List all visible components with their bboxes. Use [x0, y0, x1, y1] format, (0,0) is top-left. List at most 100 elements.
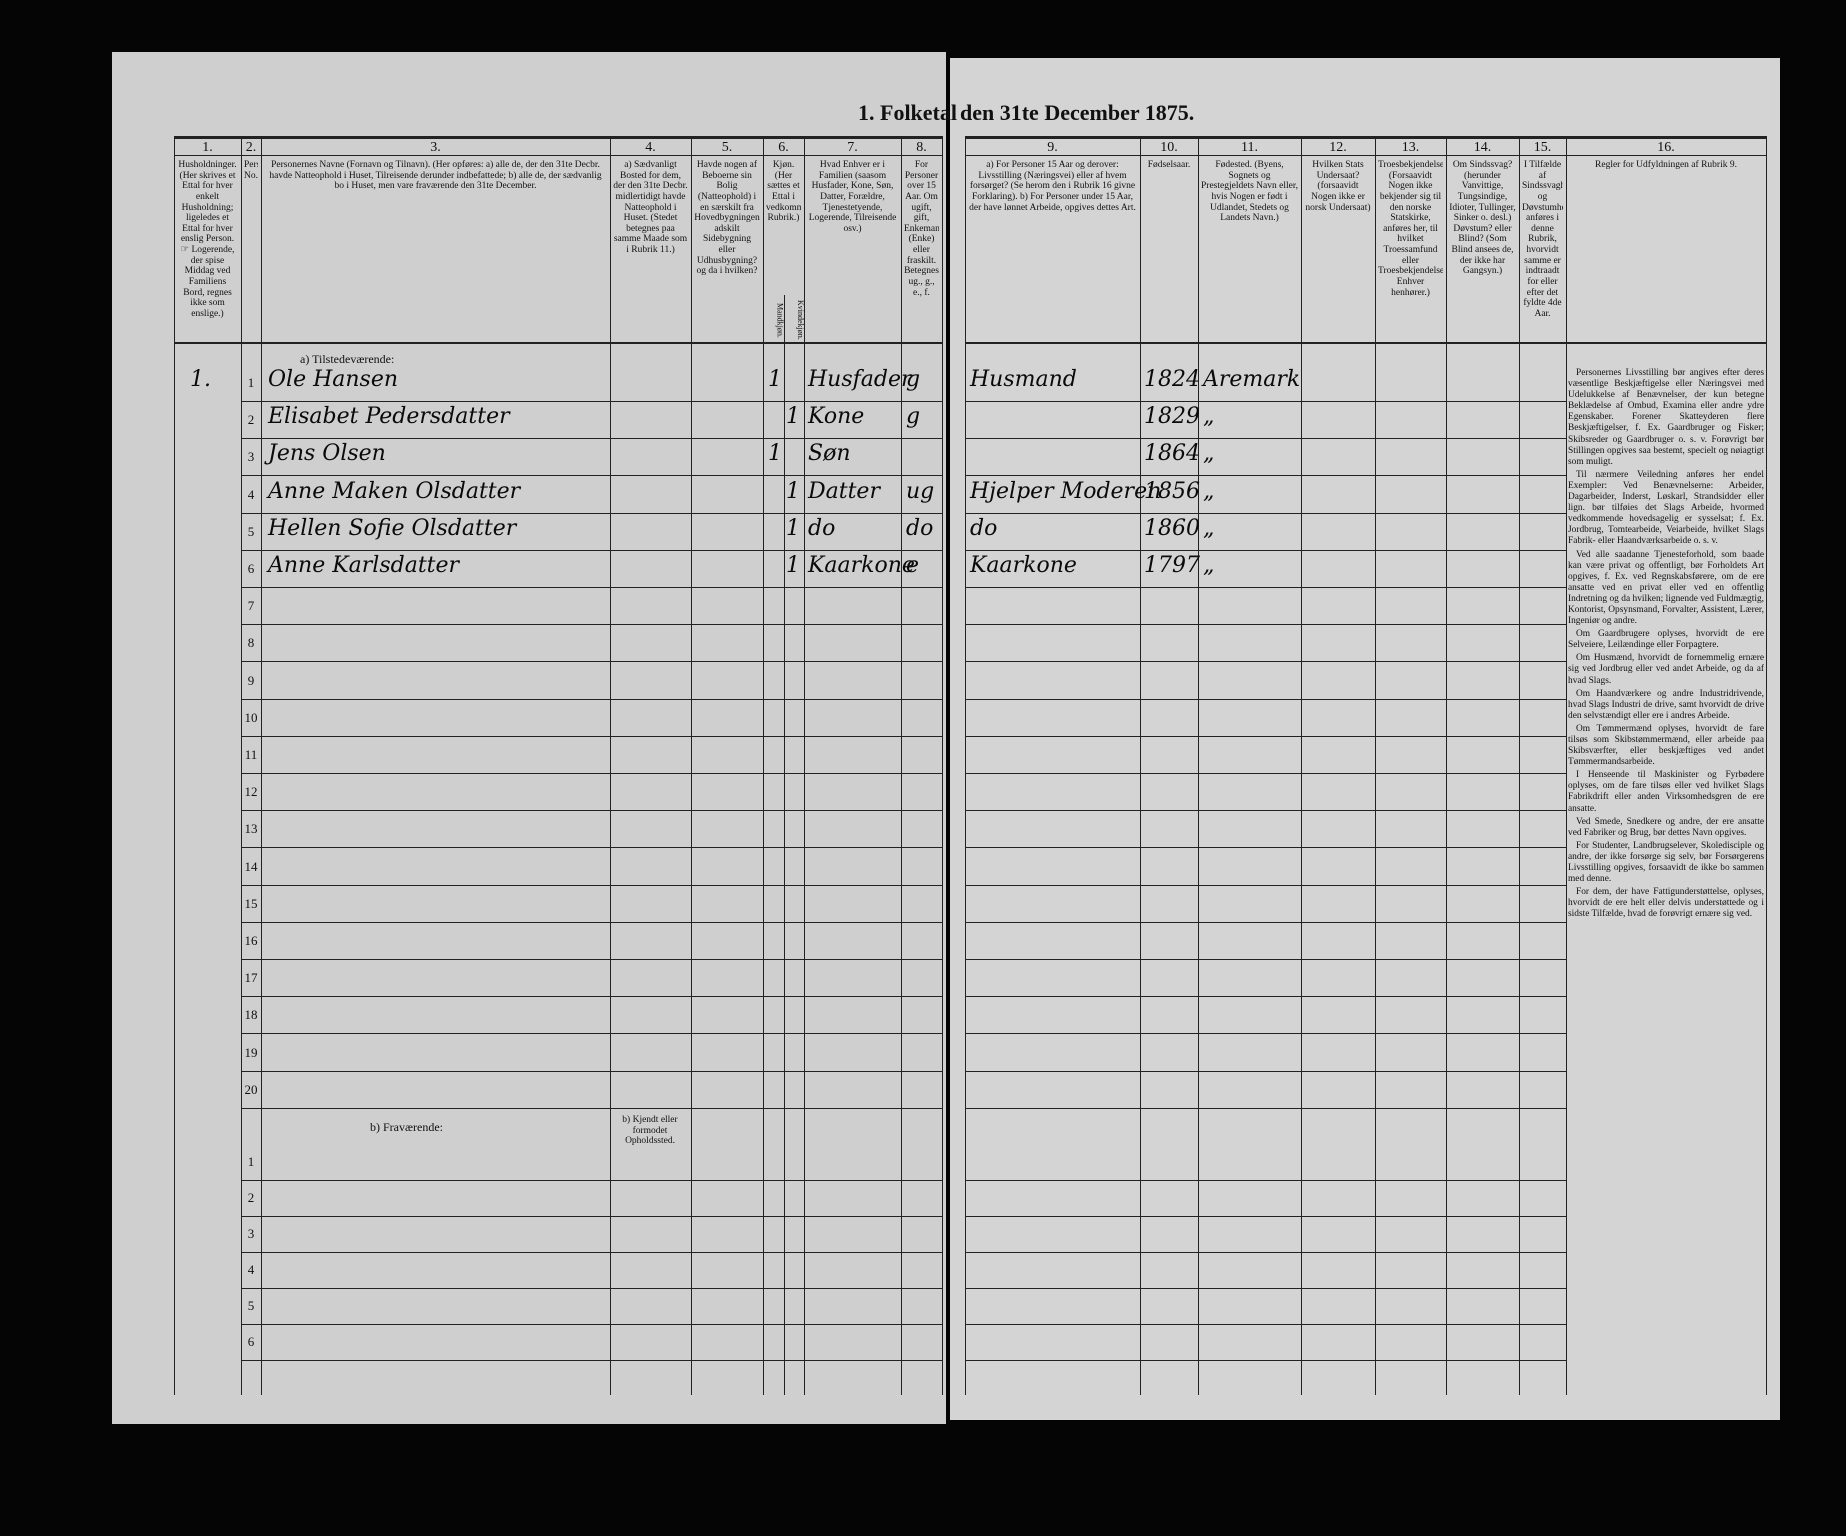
rule [261, 136, 262, 1395]
instructions: Personernes Livsstilling bør angives eft… [1568, 368, 1764, 1388]
column-header: Hvilken Stats Undersaat? (forsaavidt Nog… [1305, 160, 1371, 213]
rule [1301, 136, 1302, 1395]
column-header: Fødselsaar. [1147, 160, 1191, 170]
rule [241, 996, 942, 998]
row-number: 11 [244, 747, 258, 762]
entry-household: 1. [190, 367, 211, 392]
instruction-paragraph: For dem, der have Fattigunderstøttelse, … [1568, 887, 1764, 920]
row-number: 17 [244, 970, 258, 986]
instruction-paragraph: Om Haandværkere og andre Industridrivend… [1568, 688, 1764, 721]
entry-occupation: Hjelper Moderen [970, 478, 1162, 504]
column-header: Personernes Navne (Fornavn og Tilnavn). … [269, 160, 602, 192]
rule [241, 549, 942, 551]
row-number: 5 [247, 523, 255, 539]
rule [783, 295, 785, 1395]
row-number: 1 [247, 375, 255, 390]
rule [1766, 136, 1767, 1395]
column-number: 15. [1533, 140, 1552, 155]
row-number: 7 [247, 598, 255, 614]
rule [691, 136, 692, 1395]
column-header: Fødested. (Byens, Sognets og Prestegjeld… [1201, 160, 1298, 224]
column-header: Kjøn. (Her sættes et Ettal i vedkommende… [766, 160, 801, 224]
entry-status: ug [906, 478, 935, 504]
entry-female: 1 [786, 515, 800, 541]
entry-status: g [906, 404, 921, 430]
row-number: 9 [247, 672, 255, 688]
instruction-paragraph: I Henseende til Maskinister og Fyrbødere… [1568, 770, 1764, 814]
entry-year: 1864 [1144, 441, 1200, 467]
rule [965, 587, 1566, 588]
column-number: 6. [778, 140, 789, 155]
rule [965, 1180, 1566, 1181]
absent-row-number: 4 [247, 1262, 255, 1277]
row-number: 6 [247, 561, 255, 576]
right-sheet [950, 58, 1780, 1420]
rule [965, 698, 1566, 700]
rule [965, 1216, 1566, 1217]
rule [174, 342, 942, 344]
row-number: 14 [244, 858, 258, 874]
column-number: 2. [245, 140, 257, 155]
rule [241, 1107, 942, 1109]
rule [241, 1033, 942, 1035]
absent-row-number: 1 [247, 1154, 255, 1169]
entry-relation: Søn [808, 441, 851, 467]
rule [965, 1324, 1566, 1325]
entry-female: 1 [786, 404, 800, 430]
rule [241, 438, 942, 440]
rule [241, 810, 942, 812]
rule [610, 136, 611, 1395]
rule [804, 136, 805, 1395]
entry-birthplace: Aremark [1203, 367, 1301, 392]
column-number: 5. [721, 140, 733, 155]
instruction-paragraph: Om Tømmermænd oplyses, hvorvidt de fare … [1568, 723, 1764, 768]
rule [965, 959, 1566, 960]
rule [1446, 136, 1447, 1395]
rule [1519, 136, 1520, 1395]
sex-subheader: Mandkjøn. [775, 302, 784, 338]
instruction-paragraph: Ved alle saadanne Tjenesteforhold, som b… [1568, 549, 1764, 627]
column-header: Havde nogen af Beboerne sin Bolig (Natte… [694, 160, 760, 277]
rule [763, 136, 764, 1395]
row-number: 19 [244, 1044, 258, 1060]
rule [965, 438, 1566, 440]
rule [241, 1216, 942, 1217]
column-header: a) Sædvanligt Bosted for dem, der den 31… [613, 160, 688, 255]
entry-name: Jens Olsen [268, 441, 386, 467]
entry-relation: Datter [808, 478, 880, 504]
rule [965, 401, 1566, 402]
entry-relation: Husfader [808, 367, 912, 392]
rule [241, 401, 942, 402]
column-number: 10. [1160, 140, 1178, 155]
entry-relation: do [808, 515, 836, 541]
column-number: 9. [1047, 140, 1058, 155]
row-number: 18 [244, 1007, 258, 1023]
absent-row-number: 5 [247, 1298, 255, 1313]
rule [174, 155, 942, 156]
rule [241, 512, 942, 514]
entry-birthplace: „ [1203, 478, 1215, 504]
absent-row-number: 6 [247, 1334, 255, 1349]
rule [965, 996, 1566, 998]
title-right: den 31te December 1875. [960, 100, 1195, 125]
column-number: 7. [847, 140, 858, 155]
rule [241, 735, 942, 737]
rule [241, 1070, 942, 1072]
rule [1198, 136, 1199, 1395]
column-number: 12. [1329, 140, 1347, 155]
rule [174, 136, 942, 139]
entry-birthplace: „ [1203, 515, 1215, 541]
rule [965, 773, 1566, 774]
column-header: For Personer over 15 Aar. Om ugift, gift… [904, 160, 939, 298]
entry-birthplace: „ [1203, 404, 1215, 430]
rule [965, 549, 1566, 551]
rule [965, 847, 1566, 849]
column-header: Personernes No. [244, 160, 258, 181]
rule [965, 136, 1766, 139]
rule [965, 512, 1566, 514]
row-number: 8 [247, 635, 255, 651]
rule [241, 1360, 942, 1361]
rule [241, 1252, 942, 1253]
entry-name: Anne Karlsdatter [268, 553, 460, 578]
row-number: 2 [247, 412, 255, 428]
